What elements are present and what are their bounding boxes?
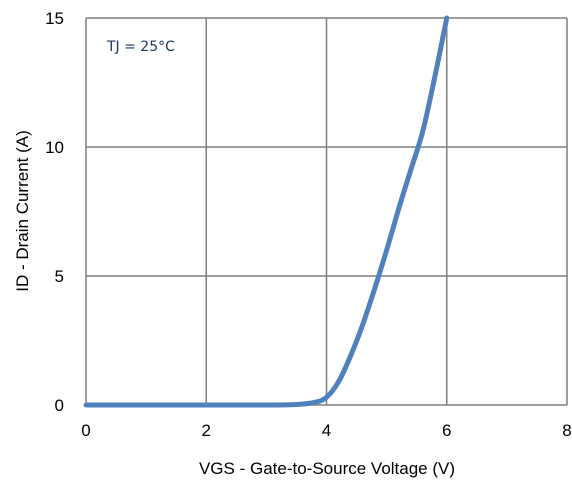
y-axis-title: ID - Drain Current (A): [13, 130, 32, 292]
y-tick-label: 15: [45, 9, 64, 28]
tick-labels: 0 2 4 6 8 0 5 10 15: [45, 9, 572, 440]
temperature-annotation: TJ = 25°C: [106, 39, 175, 55]
drain-current-curve: [83, 15, 450, 408]
y-tick-label: 10: [45, 138, 64, 157]
x-axis-title: VGS - Gate-to-Source Voltage (V): [199, 459, 455, 478]
x-tick-label: 4: [322, 421, 331, 440]
y-tick-label: 5: [55, 267, 64, 286]
x-tick-label: 0: [81, 421, 90, 440]
x-tick-label: 6: [442, 421, 451, 440]
series-layer: [83, 15, 450, 408]
grid: [85, 17, 568, 406]
x-tick-label: 8: [562, 421, 571, 440]
y-tick-label: 0: [55, 396, 64, 415]
x-tick-label: 2: [202, 421, 211, 440]
